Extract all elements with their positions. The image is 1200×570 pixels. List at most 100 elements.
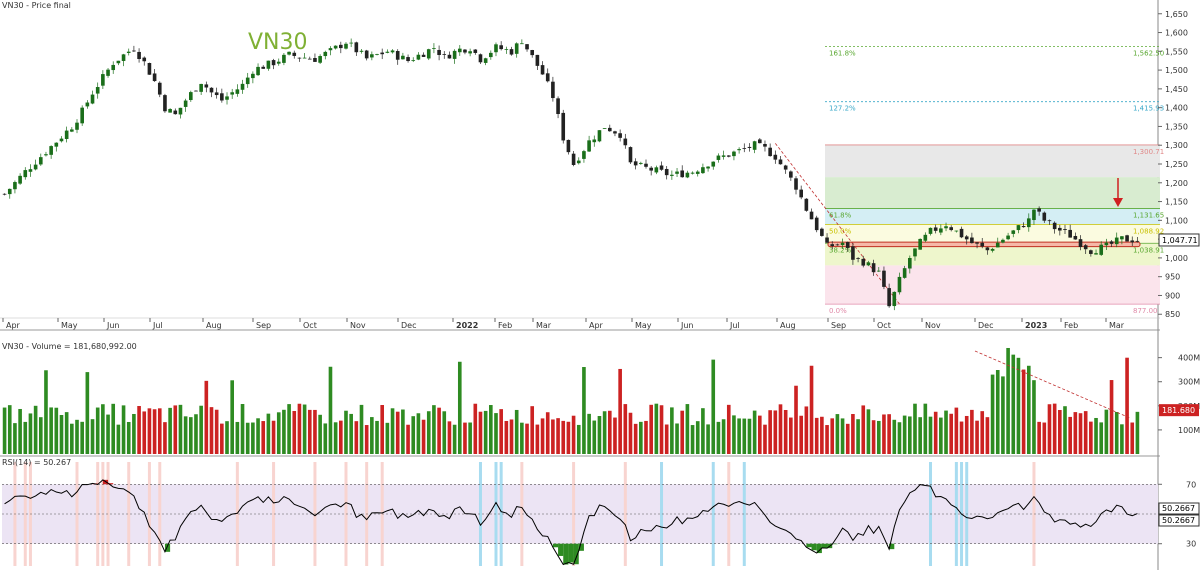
candle-body xyxy=(95,87,100,94)
candles-group xyxy=(2,38,1140,311)
volume-bar xyxy=(933,411,938,454)
volume-bar xyxy=(670,407,674,454)
candle-body xyxy=(607,127,612,132)
candle-body xyxy=(1042,212,1047,221)
candle-body xyxy=(75,122,79,130)
price-y-tick-label: 1,300 xyxy=(1165,141,1188,150)
volume-bar xyxy=(1114,411,1119,454)
volume-bar xyxy=(380,405,385,454)
volume-bar xyxy=(514,409,519,454)
x-tick-label: May xyxy=(61,321,78,330)
price-y-tick-label: 900 xyxy=(1165,291,1180,300)
volume-bar xyxy=(282,409,286,454)
volume-bar xyxy=(1135,411,1140,454)
volume-bar xyxy=(121,405,126,454)
volume-bar xyxy=(1047,404,1052,454)
candle-body xyxy=(995,242,1000,248)
volume-bar xyxy=(240,404,245,454)
candle-body xyxy=(514,43,519,54)
volume-bar xyxy=(1130,422,1135,454)
rsi-highlight-pink xyxy=(623,462,627,566)
candle-body xyxy=(1089,250,1093,254)
candle-body xyxy=(59,138,64,142)
volume-bar xyxy=(1052,403,1057,454)
volume-bar xyxy=(809,365,814,454)
volume-bar xyxy=(825,425,829,454)
fib-label-6: 0.0% xyxy=(829,307,847,315)
x-tick-label: Jul xyxy=(152,321,163,330)
volume-bar xyxy=(28,413,33,454)
volume-bar xyxy=(975,420,979,454)
volume-bar xyxy=(230,380,234,454)
volume-bar xyxy=(913,403,917,454)
candle-body xyxy=(602,128,607,129)
candle-body xyxy=(416,54,421,60)
candle-body xyxy=(307,58,312,60)
candle-body xyxy=(509,49,514,55)
volume-bar xyxy=(390,408,395,454)
volume-bar xyxy=(773,410,778,454)
arrow-head xyxy=(1113,198,1123,207)
price-y-tick-label: 1,650 xyxy=(1165,10,1188,19)
volume-bar xyxy=(861,405,866,454)
candle-body xyxy=(825,237,829,243)
candle-body xyxy=(1052,222,1057,230)
volume-bar xyxy=(126,421,131,454)
volume-bar xyxy=(1120,424,1124,454)
rsi-line xyxy=(4,479,1138,566)
rsi-oversold-fill xyxy=(552,543,559,548)
price-y-tick-label: 1,550 xyxy=(1165,47,1188,56)
candle-body xyxy=(685,172,690,178)
candle-body xyxy=(804,198,809,211)
rsi-last-box xyxy=(1158,502,1200,515)
volume-bar xyxy=(292,410,297,454)
candle-body xyxy=(1001,239,1005,243)
volume-bar xyxy=(959,421,964,454)
volume-bar xyxy=(675,423,679,454)
candle-body xyxy=(489,52,493,58)
volume-bar xyxy=(1001,376,1005,454)
candle-body xyxy=(261,66,266,69)
candle-body xyxy=(80,107,84,124)
rsi-last-label: 50.2667 xyxy=(1162,516,1195,525)
candle-body xyxy=(23,170,28,178)
volume-bar xyxy=(173,405,178,454)
candle-body xyxy=(401,55,405,60)
volume-bar xyxy=(566,421,571,454)
volume-bar xyxy=(649,404,653,454)
candle-body xyxy=(370,54,374,58)
volume-bar xyxy=(944,410,948,454)
candle-body xyxy=(106,69,110,76)
volume-bar xyxy=(302,404,307,454)
candle-body xyxy=(908,257,912,269)
volume-bar xyxy=(561,420,566,454)
volume-bar xyxy=(897,422,902,454)
candle-body xyxy=(592,139,597,143)
rsi-highlight-blue xyxy=(499,462,503,566)
volume-bar xyxy=(752,410,757,454)
candle-body xyxy=(251,73,255,79)
candle-body xyxy=(1104,242,1109,246)
volume-bar xyxy=(876,420,881,454)
candle-body xyxy=(333,45,338,49)
candle-body xyxy=(1068,229,1072,238)
candle-body xyxy=(101,74,105,86)
volume-bar xyxy=(1125,357,1129,454)
volume-bar xyxy=(587,413,591,454)
rsi-oversold-fill xyxy=(568,543,574,563)
volume-bar xyxy=(680,410,685,454)
volume-bar xyxy=(882,414,886,454)
candle-body xyxy=(447,54,452,59)
candle-body xyxy=(266,60,271,69)
candle-body xyxy=(1073,235,1078,240)
fib-value-label-3: 1,131.65 xyxy=(1133,211,1164,219)
candle-body xyxy=(970,237,974,244)
volume-bar xyxy=(1037,421,1041,454)
candle-body xyxy=(116,60,121,64)
candle-body xyxy=(463,49,467,53)
volume-bar xyxy=(359,404,364,454)
volume-bar xyxy=(1099,422,1104,454)
volume-bar xyxy=(939,417,943,454)
volume-bar xyxy=(964,415,969,454)
candle-body xyxy=(457,48,462,53)
